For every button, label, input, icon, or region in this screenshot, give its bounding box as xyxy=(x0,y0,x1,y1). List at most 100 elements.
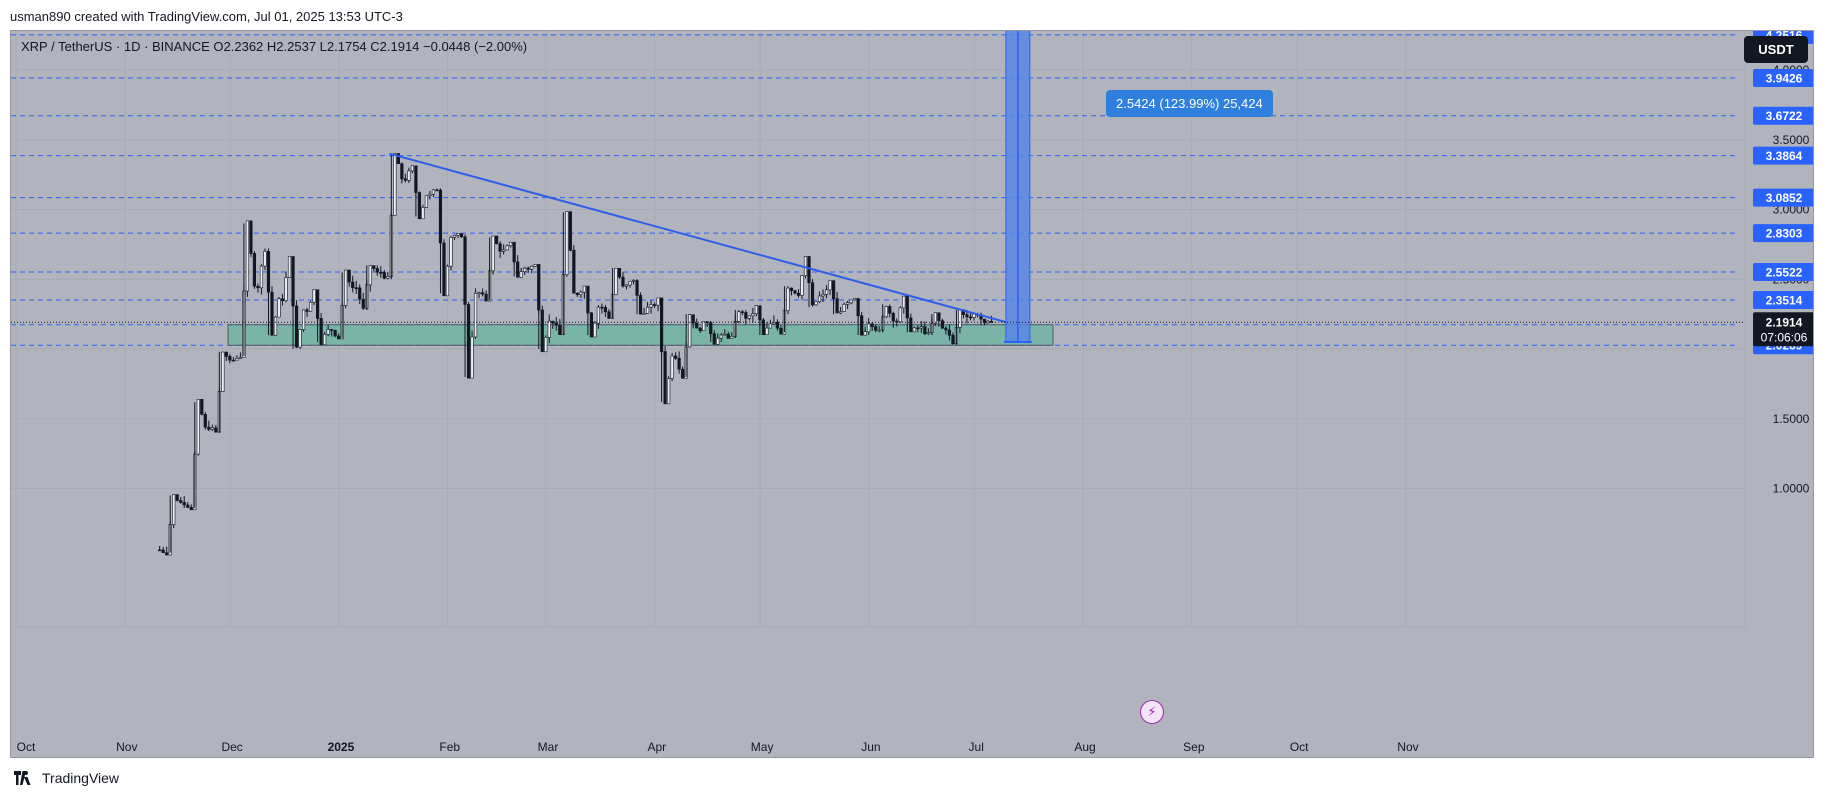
level-label-box xyxy=(1753,146,1813,165)
candle-body xyxy=(645,306,650,314)
candle-body xyxy=(667,378,671,405)
candle-body xyxy=(754,305,758,315)
chart-attribution: usman890 created with TradingView.com, J… xyxy=(10,9,403,24)
current-price-text: 2.1914 xyxy=(1766,315,1803,329)
candle-body xyxy=(259,265,264,289)
candle-body xyxy=(372,265,376,269)
candle-body xyxy=(695,322,699,329)
candle-body xyxy=(238,357,242,359)
candle-body xyxy=(874,326,878,331)
candle-body xyxy=(249,220,253,254)
time-tick-label: 2025 xyxy=(328,740,355,754)
candle-body xyxy=(505,245,509,251)
candle-body xyxy=(638,295,643,315)
candle-body xyxy=(603,307,608,313)
candle-body xyxy=(810,282,815,306)
candle-body xyxy=(891,312,895,322)
level-label-text: 2.8303 xyxy=(1766,227,1803,241)
candle-body xyxy=(712,333,716,345)
candle-body xyxy=(670,355,674,379)
candle-body xyxy=(621,276,625,287)
candle-body xyxy=(786,287,790,311)
candle-body xyxy=(221,351,225,392)
candle-body xyxy=(526,267,530,270)
level-label-box xyxy=(1753,188,1813,207)
candle-body xyxy=(593,322,597,338)
candle-body xyxy=(382,272,386,279)
level-label-box xyxy=(1753,290,1813,309)
candle-body xyxy=(172,494,176,525)
candle-body xyxy=(579,291,583,295)
candle-body xyxy=(393,153,397,216)
candle-body xyxy=(203,414,207,428)
candle-body xyxy=(888,306,892,314)
candle-body xyxy=(435,189,439,192)
candle-body xyxy=(477,292,481,295)
candle-body xyxy=(214,427,218,433)
support-zone[interactable] xyxy=(227,324,1054,346)
candle-body xyxy=(951,334,955,345)
candle-body xyxy=(158,549,162,552)
candle-body xyxy=(761,319,765,336)
candle-body xyxy=(642,313,646,315)
candle-body xyxy=(179,500,183,503)
candle-body xyxy=(719,334,723,339)
candle-body xyxy=(396,153,400,164)
level-label-text: 3.0852 xyxy=(1766,191,1803,205)
candle-body xyxy=(737,311,741,322)
candle-body xyxy=(902,295,906,309)
candle-body xyxy=(677,357,681,370)
candle-body xyxy=(333,329,337,337)
candle-body xyxy=(898,307,902,323)
candle-body xyxy=(189,507,193,511)
candle-body xyxy=(273,316,278,336)
candle-body xyxy=(870,323,874,327)
candle-body xyxy=(294,305,299,348)
candle-body xyxy=(319,318,323,346)
candle-body xyxy=(301,309,306,330)
time-tick-label: Jul xyxy=(969,740,984,754)
candle-body xyxy=(726,333,730,339)
candle-body xyxy=(614,268,618,295)
time-tick-label: May xyxy=(751,740,774,754)
currency-button[interactable]: USDT xyxy=(1744,36,1808,63)
candle-body xyxy=(470,336,474,379)
time-tick-label: Oct xyxy=(17,740,36,754)
candle-body xyxy=(554,322,558,326)
candle-body xyxy=(509,241,513,247)
candle-body xyxy=(256,285,260,289)
level-label-text: 3.6722 xyxy=(1766,109,1803,123)
candle-body xyxy=(473,292,478,338)
chart-area[interactable]: 4.00003.50003.00002.50001.50001.00004.48… xyxy=(10,30,1814,758)
candle-body xyxy=(354,287,358,289)
price-chart[interactable]: 4.00003.50003.00002.50001.50001.00004.48… xyxy=(11,31,1814,758)
candle-body xyxy=(986,320,990,324)
candle-body xyxy=(575,292,579,295)
projection-label: 2.5424 (123.99%) 25,424 xyxy=(1106,90,1273,117)
candle-body xyxy=(723,333,727,336)
candle-body xyxy=(326,329,330,335)
plot-background xyxy=(11,31,1813,757)
candle-body xyxy=(491,235,495,272)
candle-body xyxy=(459,233,464,238)
price-tick-label: 1.0000 xyxy=(1773,482,1810,496)
time-tick-label: Nov xyxy=(1397,740,1418,754)
candle-body xyxy=(231,359,235,362)
level-label-box xyxy=(1753,106,1813,125)
candle-body xyxy=(607,311,611,319)
descending-trendline[interactable] xyxy=(389,152,1008,324)
candle-body xyxy=(800,275,804,296)
candle-body xyxy=(793,290,797,294)
candle-body xyxy=(207,426,211,430)
candle-body xyxy=(495,235,499,245)
candle-body xyxy=(558,325,562,335)
current-price-box xyxy=(1753,312,1813,347)
lightning-icon[interactable]: ⚡ xyxy=(1140,700,1164,724)
candle-body xyxy=(379,271,383,274)
candle-body xyxy=(656,297,660,306)
level-label-text: 3.3864 xyxy=(1766,149,1803,163)
candle-body xyxy=(421,207,425,220)
time-tick-label: Aug xyxy=(1074,740,1095,754)
tradingview-logo-icon xyxy=(14,771,31,785)
candle-body xyxy=(502,249,506,252)
